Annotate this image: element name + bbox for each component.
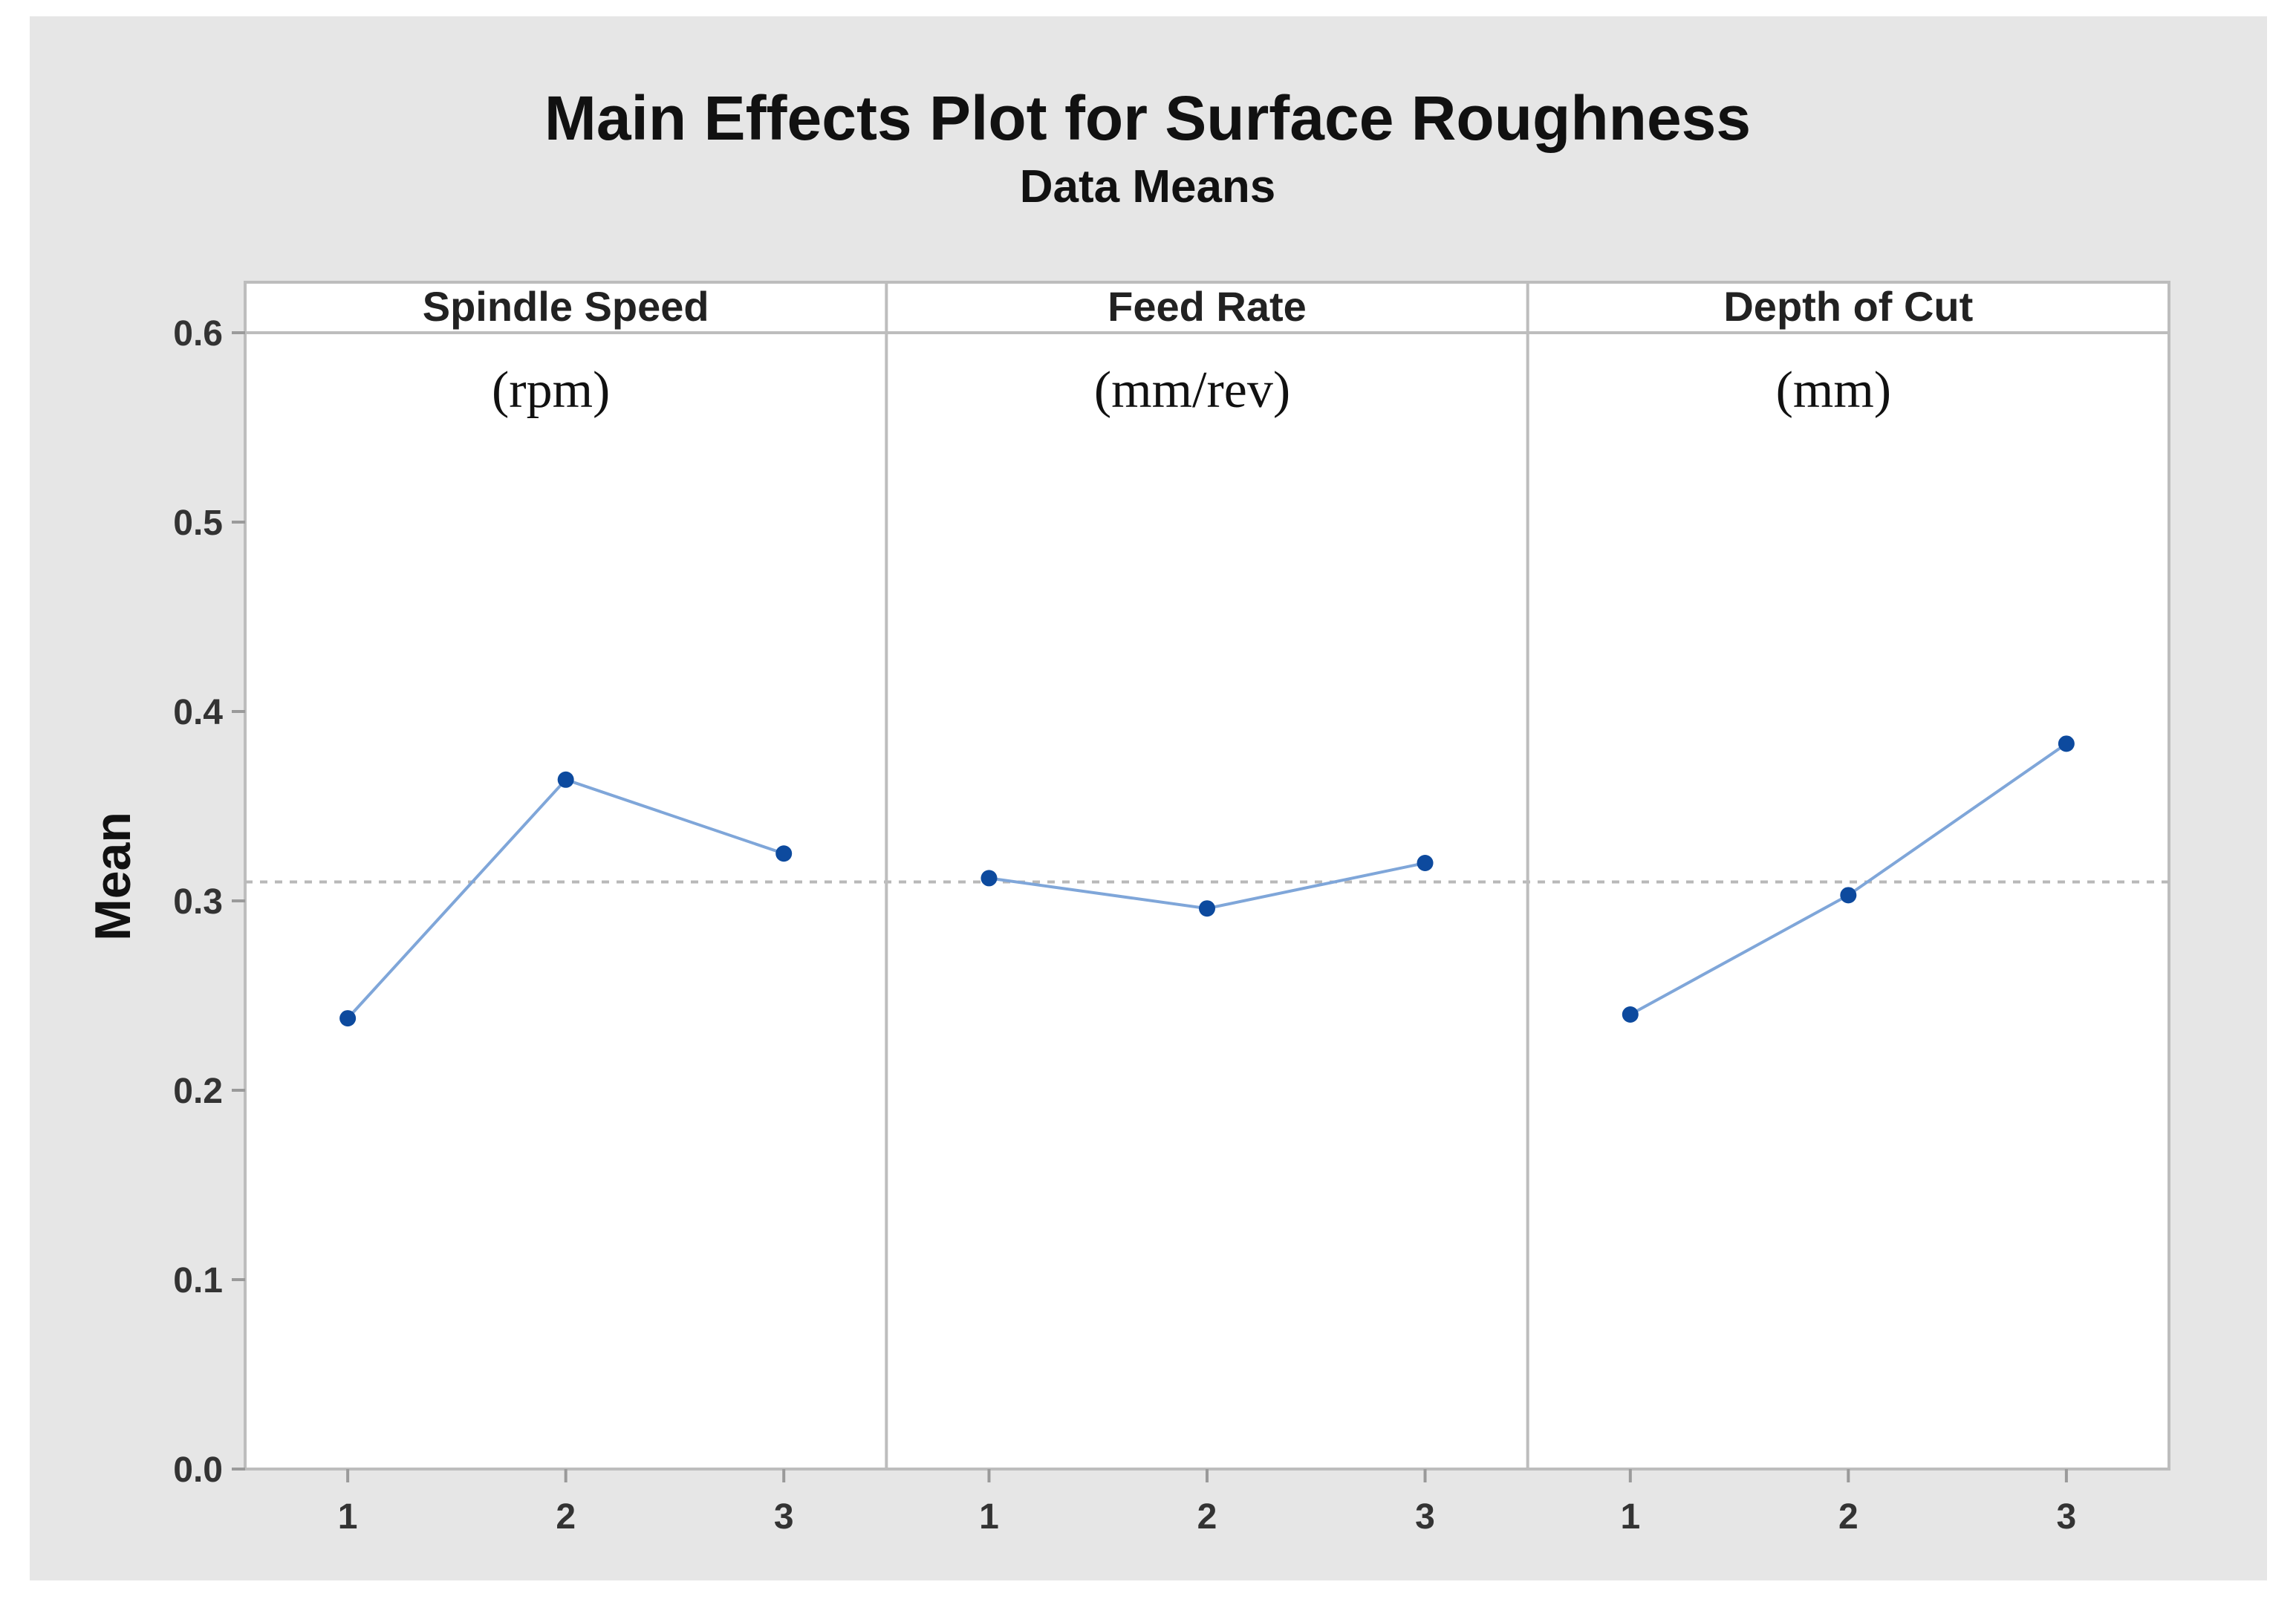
data-point (557, 771, 574, 788)
y-axis-title: Mean (85, 812, 141, 941)
panel-header-label: Spindle Speed (423, 283, 709, 330)
panel-spindle-speed: Spindle Speed (rpm) 1 2 3 (338, 283, 794, 1537)
x-tick-label: 3 (2057, 1497, 2077, 1537)
x-tick-label: 2 (1197, 1497, 1217, 1537)
panel-depth-of-cut: Depth of Cut (mm) 1 2 3 (1526, 282, 2077, 1537)
y-tick-label: 0.5 (173, 504, 223, 543)
x-tick-label: 1 (979, 1497, 999, 1537)
data-point (1622, 1006, 1639, 1023)
panels-layer: Spindle Speed (rpm) 1 2 3 Feed Rate (mm/rev) 1 2… (245, 282, 2169, 1537)
x-tick-label: 2 (556, 1497, 576, 1537)
plot-area (244, 281, 2170, 1471)
y-tick-label: 0.6 (173, 314, 223, 354)
y-tick-label: 0.4 (173, 693, 223, 732)
y-tick-label: 0.3 (173, 882, 223, 922)
data-point (775, 845, 793, 862)
y-tick-label: 0.0 (173, 1450, 223, 1490)
data-point (1840, 887, 1857, 904)
x-tick-label: 3 (1415, 1497, 1435, 1537)
data-point (980, 870, 998, 887)
panel-header-label: Feed Rate (1108, 283, 1307, 330)
data-point (339, 1010, 357, 1027)
x-tick-label: 2 (1838, 1497, 1858, 1537)
x-tick-label: 1 (1620, 1497, 1640, 1537)
x-tick-label: 3 (774, 1497, 794, 1537)
panel-header-label: Depth of Cut (1723, 283, 1973, 330)
panel-unit-label: (mm) (1776, 362, 1892, 419)
y-tick-label: 0.1 (173, 1261, 223, 1300)
chart-subtitle: Data Means (1020, 161, 1276, 212)
panel-unit-label: (mm/rev) (1094, 362, 1290, 419)
x-tick-label: 1 (338, 1497, 358, 1537)
data-point (1199, 900, 1215, 917)
chart-title: Main Effects Plot for Surface Roughness (544, 83, 1751, 153)
y-tick-label: 0.2 (173, 1072, 223, 1111)
panel-unit-label: (rpm) (492, 362, 610, 419)
data-point (2058, 735, 2075, 752)
panel-feed-rate: Feed Rate (mm/rev) 1 2 3 (885, 282, 1435, 1537)
data-point (1417, 855, 1434, 871)
y-axis: 0.0 0.1 0.2 0.3 0.4 0.5 0.6 (173, 314, 245, 1490)
